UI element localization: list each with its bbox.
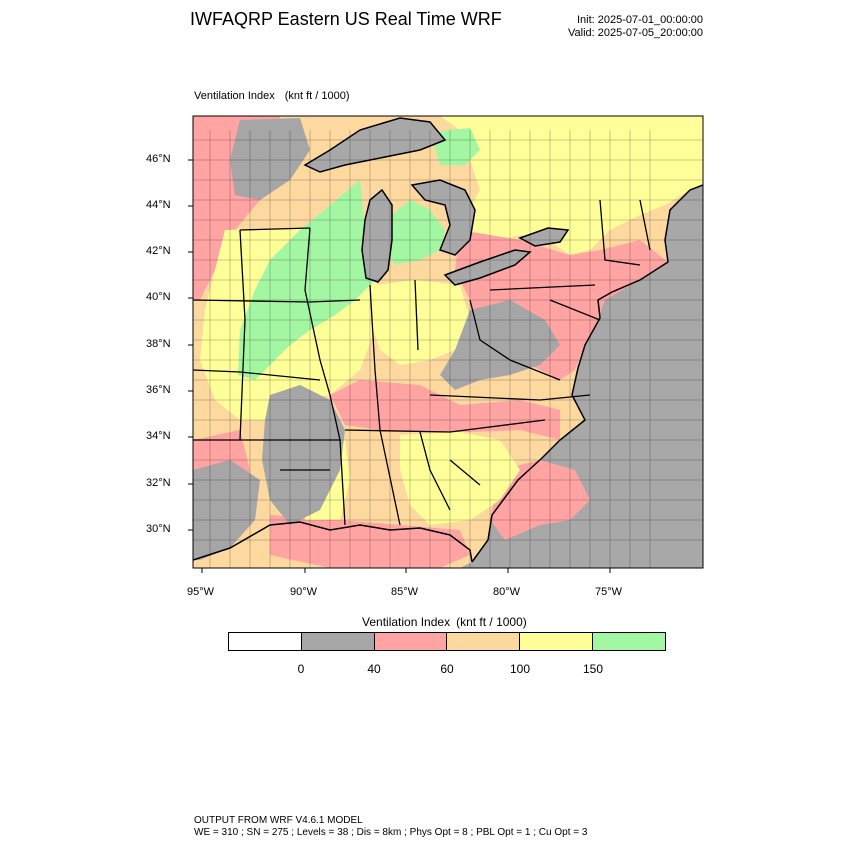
map-plot-area: [193, 116, 703, 568]
lat-tick-label: 30°N: [146, 523, 171, 535]
model-footer: OUTPUT FROM WRF V4.6.1 MODEL WE = 310 ; …: [194, 815, 587, 839]
init-time: Init: 2025-07-01_00:00:00: [577, 14, 703, 26]
colorbar-bin: [301, 633, 375, 650]
colorbar-tick-label: 0: [297, 662, 305, 676]
legend-title: Ventilation Index (knt ft / 1000): [362, 615, 527, 629]
run-info: Init: 2025-07-01_00:00:00 Valid: 2025-07…: [568, 14, 703, 40]
lon-tick-label: 85°W: [391, 586, 419, 598]
colorbar-bin: [229, 633, 302, 650]
region-yellow-ohio: [370, 280, 470, 365]
county-lines: [193, 130, 703, 568]
axis-ticks: [188, 159, 611, 573]
colorbar-bin: [374, 633, 448, 650]
model-config: WE = 310 ; SN = 275 ; Levels = 38 ; Dis …: [194, 827, 588, 838]
lat-tick-label: 44°N: [146, 199, 171, 211]
colorbar-bin: [447, 633, 521, 650]
colorbar-tick-label: 150: [582, 662, 604, 676]
lat-tick-label: 38°N: [146, 338, 171, 350]
colorbar: [228, 632, 666, 651]
lon-tick-label: 90°W: [290, 586, 318, 598]
lat-tick-label: 36°N: [146, 384, 171, 396]
lon-tick-label: 75°W: [595, 586, 623, 598]
lat-tick-label: 32°N: [146, 477, 171, 489]
lat-tick-label: 46°N: [146, 153, 171, 165]
colorbar-bin: [520, 633, 594, 650]
map-title: IWFAQRP Eastern US Real Time WRF: [190, 9, 502, 29]
field-units: (knt ft / 1000): [284, 90, 350, 102]
lat-tick-label: 40°N: [146, 291, 171, 303]
colorbar-tick-label: 40: [367, 662, 381, 676]
region-gray-texas: [193, 460, 260, 560]
lake-ontario: [518, 227, 570, 247]
lake-huron: [410, 179, 476, 256]
lon-tick-label: 80°W: [493, 586, 521, 598]
lon-tick-label: 95°W: [187, 586, 215, 598]
colorbar-bin: [593, 633, 665, 650]
lat-tick-label: 42°N: [146, 245, 171, 257]
legend-units: (knt ft / 1000): [456, 615, 527, 629]
field-name: Ventilation Index: [194, 90, 275, 102]
field-label: Ventilation Index (knt ft / 1000): [194, 90, 350, 102]
colorbar-tick-label: 60: [440, 662, 454, 676]
region-canada-yellow: [440, 116, 703, 255]
model-version: OUTPUT FROM WRF V4.6.1 MODEL: [194, 815, 363, 826]
valid-time: Valid: 2025-07-05_20:00:00: [568, 27, 703, 39]
lake-michigan: [361, 188, 393, 283]
lat-tick-label: 34°N: [146, 430, 171, 442]
map-frame: [192, 115, 704, 569]
colorbar-tick-label: 100: [509, 662, 531, 676]
legend-field-name: Ventilation Index: [362, 615, 451, 629]
